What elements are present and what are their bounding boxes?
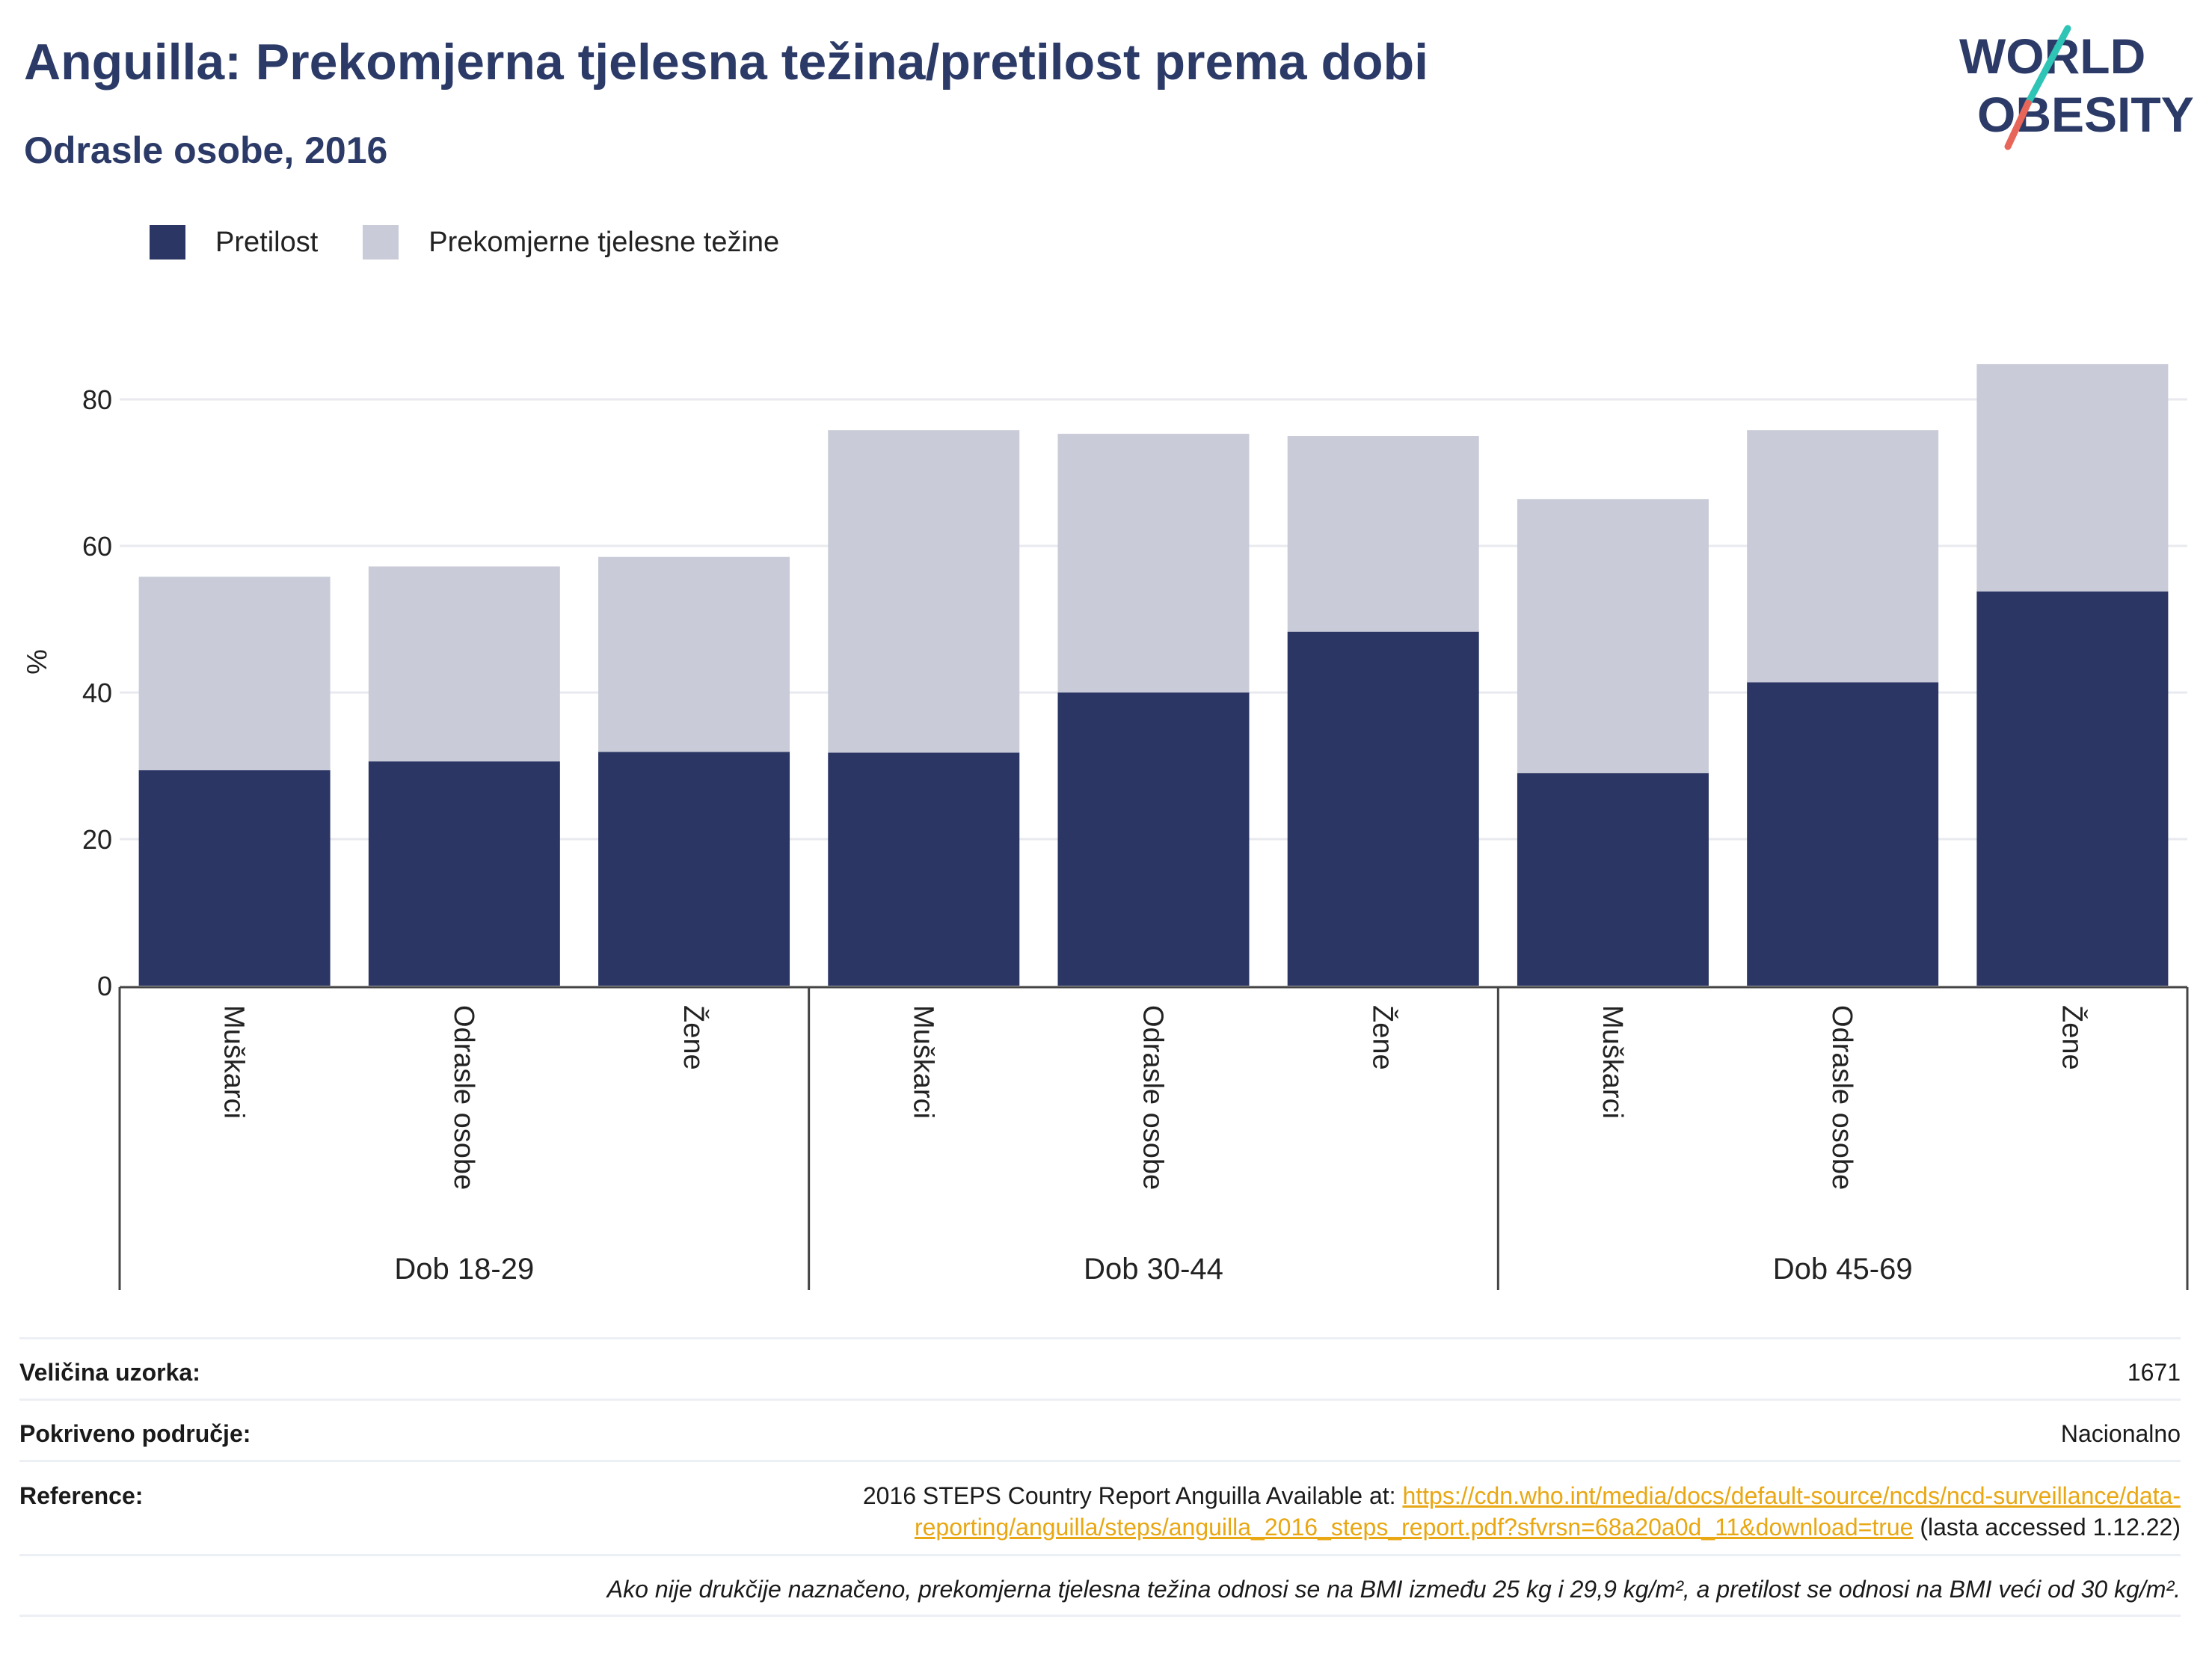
- definition-note: Ako nije drukčije naznačeno, prekomjerna…: [606, 1576, 2181, 1603]
- axes: 0 20 40 60 80 Muškarci Odrasle osobe Žene Muškar…: [82, 384, 2189, 1290]
- bar-overweight-2: [368, 566, 560, 762]
- bar-obesity-4: [828, 752, 1020, 986]
- bar-obesity-1: [138, 770, 331, 986]
- bar-obesity-6: [1287, 631, 1479, 986]
- legend: Pretilost Prekomjerne tjelesne težine: [150, 224, 824, 260]
- coverage-row: Pokriveno područje: Nacionalno: [19, 1398, 2181, 1460]
- legend-swatch-obesity: [150, 225, 185, 260]
- x-category-label-4: Muškarci: [907, 1005, 938, 1119]
- bar-overweight-6: [1287, 436, 1479, 632]
- reference-link[interactable]: https://cdn.who.int/media/docs/default-s…: [914, 1482, 2181, 1541]
- x-category-label-7: Muškarci: [1597, 1005, 1628, 1119]
- group-label-3: Dob 45-69: [1773, 1253, 1913, 1286]
- bar-obesity-8: [1747, 682, 1939, 986]
- reference-row: Reference: 2016 STEPS Country Report Ang…: [19, 1460, 2181, 1554]
- reference-suffix: (lasta accessed 1.12.22): [1913, 1514, 2181, 1541]
- legend-label-overweight: Prekomjerne tjelesne težine: [428, 226, 780, 258]
- coverage-label: Pokriveno područje:: [19, 1420, 251, 1447]
- legend-swatch-overweight: [363, 225, 399, 260]
- bars: [138, 363, 2169, 986]
- definition-note-row: Ako nije drukčije naznačeno, prekomjerna…: [19, 1554, 2181, 1617]
- group-label-2: Dob 30-44: [1084, 1253, 1223, 1286]
- x-category-label-9: Žene: [2056, 1005, 2088, 1070]
- x-category-label-2: Odrasle osobe: [448, 1005, 479, 1190]
- bar-obesity-3: [598, 752, 790, 986]
- x-category-label-8: Odrasle osobe: [1826, 1005, 1858, 1190]
- bar-obesity-7: [1517, 773, 1709, 986]
- y-tick-label-60: 60: [82, 531, 112, 562]
- x-category-label-5: Odrasle osobe: [1137, 1005, 1169, 1190]
- bar-overweight-7: [1517, 499, 1709, 773]
- group-label-1: Dob 18-29: [394, 1253, 534, 1286]
- x-category-label-6: Žene: [1367, 1005, 1399, 1070]
- legend-item-obesity: Pretilost: [150, 225, 318, 260]
- reference-label: Reference:: [19, 1482, 144, 1509]
- chart-title: Anguilla: Prekomjerna tjelesna težina/pr…: [24, 34, 1429, 90]
- sample-size-label: Veličina uzorka:: [19, 1359, 200, 1386]
- x-category-label-3: Žene: [678, 1005, 710, 1070]
- bar-overweight-1: [138, 577, 331, 770]
- y-tick-label-20: 20: [82, 824, 112, 855]
- world-obesity-logo: WORLD OBESITY: [1944, 22, 2199, 157]
- info-table: Veličina uzorka: 1671 Pokriveno područje…: [19, 1337, 2181, 1617]
- x-category-label-1: Muškarci: [218, 1005, 250, 1119]
- bar-overweight-5: [1057, 434, 1250, 693]
- bar-obesity-9: [1976, 591, 2169, 986]
- bar-overweight-3: [598, 556, 790, 752]
- bar-obesity-2: [368, 761, 560, 986]
- bar-obesity-5: [1057, 693, 1250, 986]
- coverage-value: Nacionalno: [2060, 1420, 2181, 1447]
- sample-size-row: Veličina uzorka: 1671: [19, 1337, 2181, 1398]
- bar-overweight-4: [828, 430, 1020, 753]
- logo-line2: OBESITY: [1977, 87, 2194, 142]
- reference-prefix: 2016 STEPS Country Report Anguilla Avail…: [862, 1482, 1403, 1509]
- y-tick-label-40: 40: [82, 678, 112, 708]
- y-axis-label: %: [22, 649, 53, 675]
- chart-subtitle: Odrasle osobe, 2016: [24, 129, 388, 171]
- bar-overweight-8: [1747, 430, 1939, 683]
- sample-size-value: 1671: [2127, 1359, 2181, 1386]
- y-tick-label-0: 0: [97, 971, 112, 1001]
- stacked-bar-chart: 0 20 40 60 80 Muškarci Odrasle osobe Žene Muškar…: [22, 363, 2189, 1290]
- bar-overweight-9: [1976, 363, 2169, 592]
- legend-label-obesity: Pretilost: [215, 226, 319, 258]
- legend-item-overweight: Prekomjerne tjelesne težine: [363, 225, 779, 260]
- y-tick-label-80: 80: [82, 384, 112, 415]
- reference-text: 2016 STEPS Country Report Anguilla Avail…: [348, 1480, 2181, 1543]
